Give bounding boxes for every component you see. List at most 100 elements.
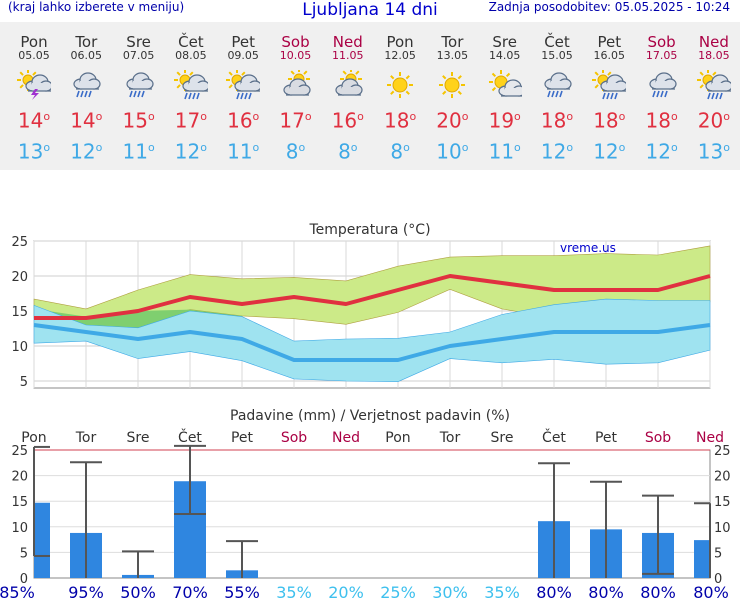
precip-y-tick-left: 5 bbox=[20, 546, 28, 561]
forecast-day: Sob 17.05 18o 12o bbox=[636, 22, 688, 162]
precip-y-tick-left: 0 bbox=[20, 572, 28, 587]
temp-max: 18o bbox=[540, 108, 574, 133]
forecast-panel: Pon 05.05 14o 13o Tor 06.05 14o 12o Sre 07.05 15o 1… bbox=[0, 22, 740, 170]
precip-day-label: Čet bbox=[542, 428, 566, 446]
temp-min: 8o bbox=[338, 139, 358, 164]
last-updated: Zadnja posodobitev: 05.05.2025 - 10:24 bbox=[488, 0, 730, 14]
precip-y-tick-left: 20 bbox=[11, 470, 28, 485]
sun-icon bbox=[387, 72, 414, 98]
precip-day-label: Tor bbox=[439, 430, 461, 446]
temp-min: 11o bbox=[227, 139, 260, 164]
temp-min: 12o bbox=[540, 139, 574, 164]
day-date: 07.05 bbox=[122, 49, 155, 62]
day-date: 16.05 bbox=[593, 49, 626, 62]
day-date: 10.05 bbox=[279, 49, 312, 62]
forecast-day: Sre 14.05 19o 11o bbox=[479, 22, 531, 162]
precip-y-tick-right: 10 bbox=[714, 521, 731, 536]
temp-max: 14o bbox=[70, 108, 103, 133]
temp-min: 11o bbox=[488, 139, 521, 164]
day-name: Tor bbox=[75, 33, 98, 51]
precip-probability: 35% bbox=[276, 583, 312, 600]
precip-probability: 85% bbox=[0, 583, 35, 600]
day-date: 12.05 bbox=[384, 49, 416, 62]
precip-chart-title: Padavine (mm) / Verjetnost padavin (%) bbox=[230, 408, 510, 424]
day-date: 05.05 bbox=[18, 49, 50, 62]
temp-max: 20o bbox=[436, 108, 469, 133]
cloud-rain-icon bbox=[648, 72, 677, 98]
temp-chart-title: Temperatura (°C) bbox=[308, 222, 430, 238]
day-name: Pet bbox=[231, 33, 255, 51]
sun-cloud-icon bbox=[282, 70, 311, 96]
precip-day-label: Sob bbox=[281, 430, 307, 446]
day-name: Sre bbox=[126, 33, 151, 51]
precip-probability: 80% bbox=[693, 583, 729, 600]
precip-probability: 95% bbox=[68, 583, 104, 600]
page-title: Ljubljana 14 dni bbox=[302, 0, 438, 20]
precip-y-tick-left: 15 bbox=[11, 495, 28, 510]
day-date: 18.05 bbox=[698, 49, 730, 62]
watermark: vreme.us bbox=[560, 241, 616, 255]
sun-cloud-rain-icon bbox=[592, 70, 627, 100]
precip-day-label: Pon bbox=[385, 430, 410, 446]
temp-max: 14o bbox=[17, 108, 51, 133]
forecast-day: Pet 09.05 16o 11o bbox=[217, 22, 269, 162]
temp-max: 16o bbox=[331, 108, 364, 133]
precip-day-label: Ned bbox=[696, 430, 724, 446]
precip-y-tick-left: 10 bbox=[11, 521, 28, 536]
temp-min: 10o bbox=[436, 139, 469, 164]
temp-max: 15o bbox=[122, 108, 155, 133]
forecast-day: Ned 18.05 20o 13o bbox=[688, 22, 740, 162]
precip-probability: 55% bbox=[224, 583, 260, 600]
day-date: 15.05 bbox=[541, 49, 573, 62]
forecast-day: Sob 10.05 17o 8o bbox=[270, 22, 322, 162]
day-name: Pon bbox=[386, 33, 414, 51]
day-name: Tor bbox=[441, 33, 464, 51]
precip-probability: 80% bbox=[536, 583, 572, 600]
day-date: 11.05 bbox=[332, 49, 364, 62]
min-temp-range bbox=[33, 298, 711, 383]
cloud-rain-icon bbox=[544, 72, 572, 98]
precip-y-tick-right: 20 bbox=[714, 470, 731, 485]
precip-probability: 80% bbox=[588, 583, 624, 600]
temp-max: 16o bbox=[227, 108, 260, 133]
temp-min: 12o bbox=[593, 139, 626, 164]
temp-min: 12o bbox=[174, 139, 207, 164]
sun-icon bbox=[439, 72, 466, 98]
day-name: Ned bbox=[332, 33, 363, 51]
day-name: Pet bbox=[597, 33, 622, 51]
sun-cloud-storm-icon bbox=[17, 70, 51, 100]
forecast-day: Čet 15.05 18o 12o bbox=[531, 22, 583, 162]
precip-day-label: Pet bbox=[595, 430, 618, 446]
precip-probability: 70% bbox=[172, 583, 208, 600]
day-name: Ned bbox=[698, 33, 729, 51]
temp-min: 11o bbox=[122, 139, 155, 164]
day-date: 14.05 bbox=[488, 49, 521, 62]
temp-y-tick: 5 bbox=[20, 375, 28, 390]
forecast-day: Ned 11.05 16o 8o bbox=[322, 22, 374, 162]
temp-y-tick: 10 bbox=[11, 340, 28, 355]
temp-max: 17o bbox=[279, 108, 312, 133]
forecast-day: Tor 06.05 14o 12o bbox=[60, 22, 112, 162]
day-name: Sre bbox=[492, 33, 517, 51]
precip-y-tick-right: 0 bbox=[714, 572, 722, 587]
min-temp-line bbox=[33, 323, 711, 362]
temp-max: 20o bbox=[697, 108, 730, 133]
temp-min: 8o bbox=[285, 139, 306, 164]
precip-y-tick-right: 5 bbox=[714, 546, 722, 561]
temp-y-tick: 20 bbox=[11, 270, 28, 285]
precip-probability: 35% bbox=[484, 583, 520, 600]
day-date: 09.05 bbox=[227, 49, 259, 62]
temp-min: 13o bbox=[17, 139, 51, 164]
precip-probability: 80% bbox=[640, 583, 676, 600]
precip-probability: 30% bbox=[432, 583, 468, 600]
temp-y-tick: 25 bbox=[11, 235, 28, 250]
precip-day-label: Pon bbox=[21, 430, 46, 446]
forecast-day: Sre 07.05 15o 11o bbox=[113, 22, 165, 162]
day-name: Čet bbox=[178, 33, 204, 51]
sun-cloud-rain-icon bbox=[226, 70, 261, 100]
day-name: Sob bbox=[647, 33, 676, 51]
sun-cloud-rain-icon bbox=[173, 70, 208, 100]
day-name: Pon bbox=[20, 33, 48, 51]
menu-note[interactable]: (kraj lahko izberete v meniju) bbox=[8, 0, 185, 14]
precip-day-label: Tor bbox=[75, 430, 97, 446]
